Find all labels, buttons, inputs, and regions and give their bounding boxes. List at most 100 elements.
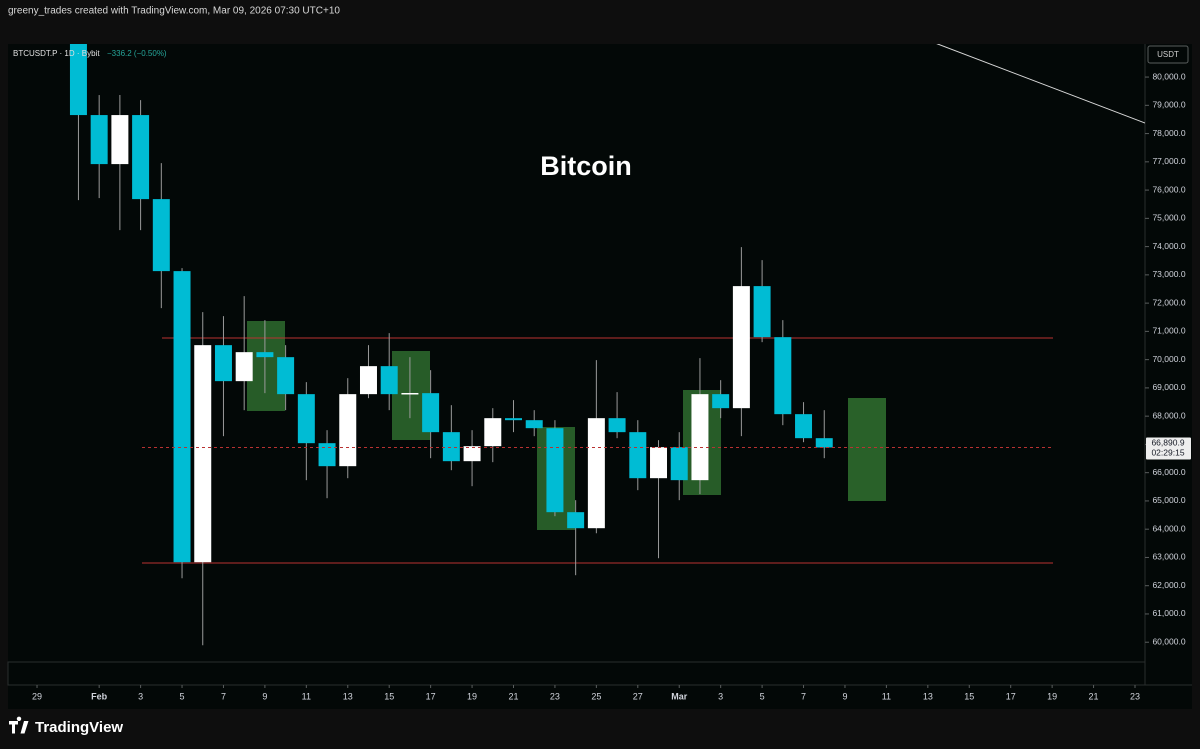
x-tick-label: 13 xyxy=(343,691,353,701)
candle-body xyxy=(235,352,253,382)
candle-body xyxy=(815,438,833,448)
last-price-box xyxy=(1146,437,1191,460)
y-tick-label: 71,000.0 xyxy=(1152,326,1185,336)
axes: 60,000.0 61,000.0 62,000.0 63,000.0 64,000.0… xyxy=(32,71,1191,701)
x-tick-label: 17 xyxy=(1006,691,1016,701)
candle-body xyxy=(401,392,419,395)
candle-body xyxy=(69,44,87,116)
y-tick-label: 62,000.0 xyxy=(1152,580,1185,590)
candle-body xyxy=(152,199,170,272)
candle-body xyxy=(111,115,129,165)
y-tick-label: 78,000.0 xyxy=(1152,128,1185,138)
logo-mark xyxy=(9,716,29,734)
change-legend: −336.2 (−0.50%) xyxy=(107,49,167,58)
candle-body xyxy=(795,414,813,439)
candle-body xyxy=(691,394,709,481)
x-tick-label: 21 xyxy=(508,691,518,701)
candle-body xyxy=(567,512,585,529)
x-tick-label: 19 xyxy=(467,691,477,701)
candle-body xyxy=(90,115,108,165)
candle-body xyxy=(442,432,460,462)
y-tick-label: 70,000.0 xyxy=(1152,354,1185,364)
x-tick-label: 11 xyxy=(302,691,311,701)
x-tick-label: 5 xyxy=(760,691,765,701)
candle-body xyxy=(422,393,440,433)
x-tick-label: 15 xyxy=(964,691,974,701)
candle-body xyxy=(670,447,688,481)
candle-body xyxy=(297,394,315,444)
time-axis xyxy=(8,685,1192,709)
candle-body xyxy=(277,357,295,395)
candle-body xyxy=(753,286,771,338)
y-tick-label: 76,000.0 xyxy=(1152,184,1185,194)
candle-body xyxy=(546,428,564,513)
symbol-legend: BTCUSDT.P · 1D · Bybit xyxy=(13,49,100,58)
y-tick-label: 60,000.0 xyxy=(1152,636,1185,646)
x-tick-label: 15 xyxy=(384,691,394,701)
x-tick-label: 25 xyxy=(591,691,601,701)
y-tick-label: 68,000.0 xyxy=(1152,410,1185,420)
last-price-label: 66,890.9 xyxy=(1151,438,1184,448)
candles xyxy=(69,44,1053,646)
y-tick-label: 64,000.0 xyxy=(1152,523,1185,533)
brand-logo xyxy=(9,716,29,734)
candle-body xyxy=(525,420,543,429)
candle-body xyxy=(318,443,336,467)
candle-body xyxy=(359,366,377,395)
candle-body xyxy=(774,337,792,415)
y-tick-label: 65,000.0 xyxy=(1152,495,1185,505)
x-tick-label: 13 xyxy=(923,691,933,701)
x-tick-label: 9 xyxy=(842,691,847,701)
y-tick-label: 79,000.0 xyxy=(1152,100,1185,110)
y-tick-label: 61,000.0 xyxy=(1152,608,1185,618)
x-tick-label: 19 xyxy=(1047,691,1057,701)
y-tick-label: 73,000.0 xyxy=(1152,269,1185,279)
x-tick-label: 29 xyxy=(32,691,42,701)
candle-body xyxy=(650,447,668,479)
x-tick-label: 17 xyxy=(426,691,436,701)
countdown-label: 02:29:15 xyxy=(1151,448,1184,458)
header-text: greeny_trades created with TradingView.c… xyxy=(8,6,340,17)
candle-body xyxy=(194,345,212,563)
candle-body xyxy=(380,366,398,395)
candle-body xyxy=(256,352,274,358)
y-tick-label: 77,000.0 xyxy=(1152,156,1185,166)
candle-body xyxy=(505,418,522,421)
x-tick-label: 3 xyxy=(718,691,723,701)
x-tick-label: Mar xyxy=(671,691,688,701)
candle-body xyxy=(463,446,481,462)
y-tick-label: 74,000.0 xyxy=(1152,241,1185,251)
x-tick-label: 9 xyxy=(262,691,267,701)
x-tick-label: Feb xyxy=(91,691,108,701)
candle-body xyxy=(132,115,150,200)
x-tick-label: 27 xyxy=(633,691,643,701)
currency-badge[interactable] xyxy=(1147,45,1189,64)
currency-label: USDT xyxy=(1157,50,1179,59)
candle-body xyxy=(732,286,750,409)
candle-body xyxy=(214,345,232,382)
price-axis xyxy=(1145,44,1192,685)
y-tick-label: 66,000.0 xyxy=(1152,467,1185,477)
candle-body xyxy=(712,394,730,409)
y-tick-label: 72,000.0 xyxy=(1152,297,1185,307)
y-tick-label: 80,000.0 xyxy=(1152,71,1185,81)
y-tick-label: 63,000.0 xyxy=(1152,552,1185,562)
candle-body xyxy=(629,432,647,479)
candle-body xyxy=(339,394,357,467)
highlight-box xyxy=(848,398,886,501)
x-tick-label: 5 xyxy=(180,691,185,701)
x-tick-label: 11 xyxy=(882,691,891,701)
candle-body xyxy=(608,418,626,433)
y-tick-label: 75,000.0 xyxy=(1152,213,1185,223)
x-tick-label: 7 xyxy=(221,691,226,701)
brand-name: TradingView xyxy=(35,719,123,736)
y-tick-label: 69,000.0 xyxy=(1152,382,1185,392)
candle-body xyxy=(173,271,191,563)
x-tick-label: 23 xyxy=(550,691,560,701)
x-tick-label: 23 xyxy=(1130,691,1140,701)
trend-line xyxy=(936,44,1145,124)
x-tick-label: 3 xyxy=(138,691,143,701)
chart-title: Bitcoin xyxy=(540,151,632,181)
